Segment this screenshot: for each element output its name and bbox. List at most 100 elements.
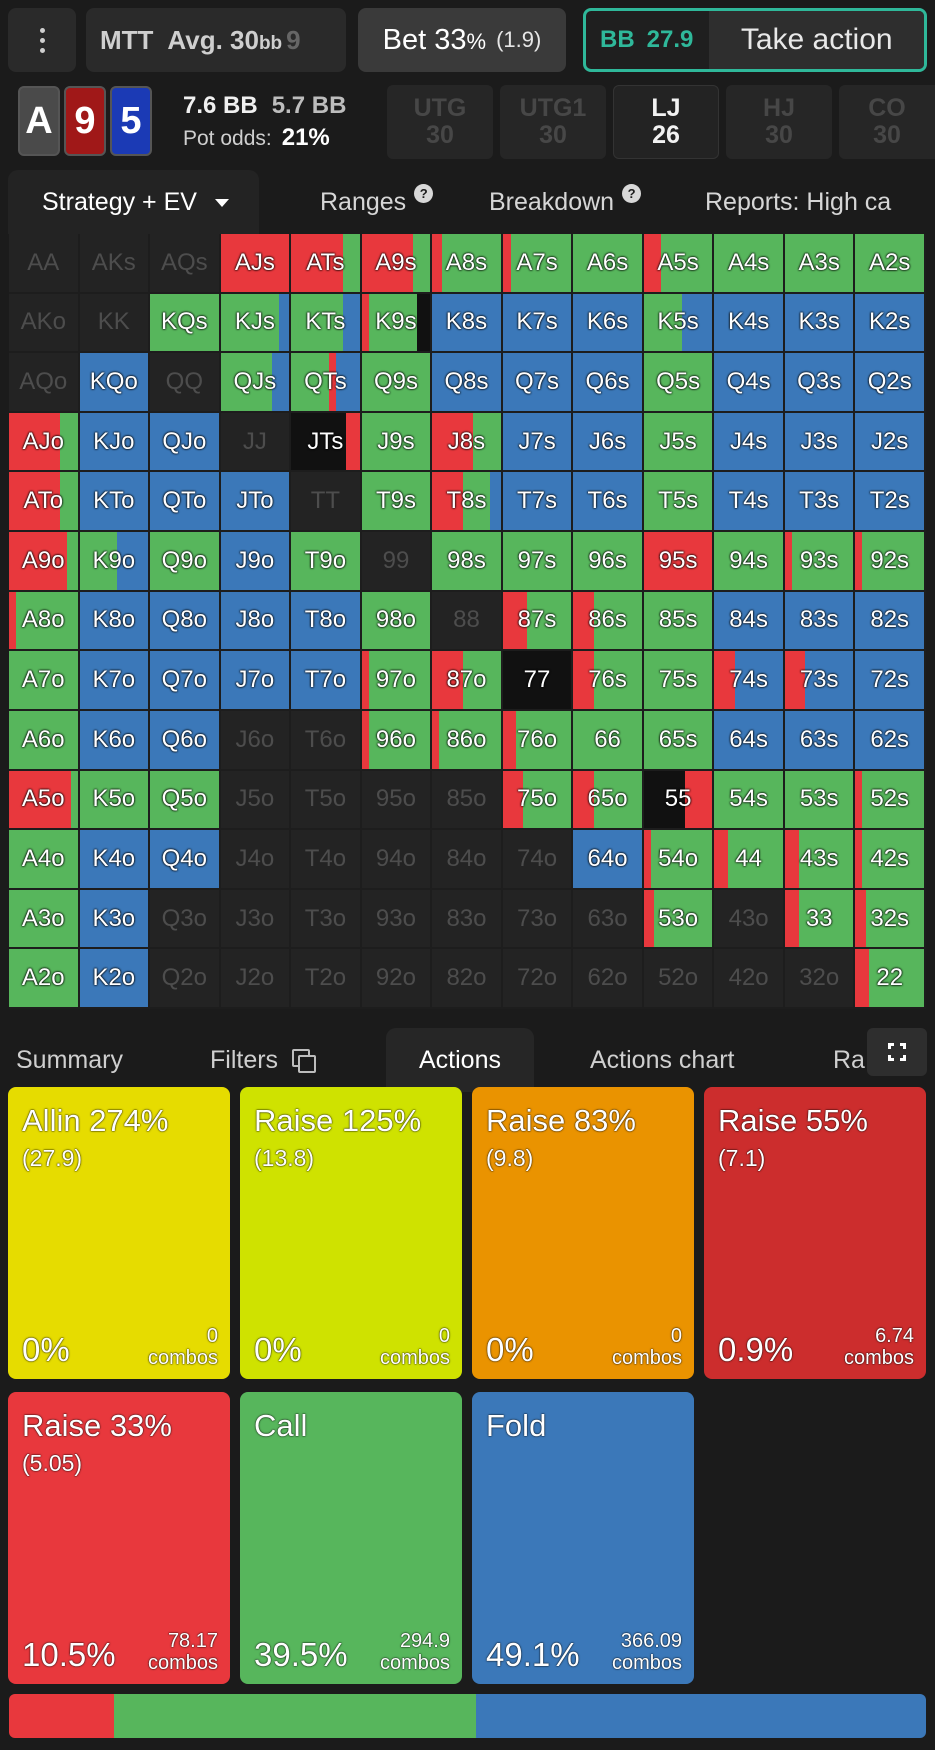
hand-cell-32o[interactable]: 32o [784, 949, 854, 1007]
hand-cell-t8o[interactable]: T8o [291, 591, 360, 650]
hand-cell-qjs[interactable]: QJs [220, 353, 290, 411]
tab-summary[interactable]: Summary [16, 1045, 123, 1074]
hand-cell-a4s[interactable]: A4s [714, 234, 783, 292]
action-card-raise-55[interactable]: Raise 55% (7.1) 0.9% 6.74 combos [704, 1087, 926, 1379]
help-icon[interactable]: ? [414, 183, 434, 203]
tab-ranges-bottom[interactable]: Ra [833, 1045, 865, 1074]
hand-cell-k7s[interactable]: K7s [502, 293, 572, 352]
hand-cell-86s[interactable]: 86s [573, 591, 642, 650]
hand-cell-aks[interactable]: AKs [79, 234, 149, 292]
hand-cell-q4s[interactable]: Q4s [714, 353, 783, 411]
hand-cell-k6o[interactable]: K6o [79, 710, 149, 769]
hand-cell-87s[interactable]: 87s [502, 591, 572, 650]
hand-cell-96o[interactable]: 96o [361, 710, 431, 769]
menu-button[interactable] [8, 8, 76, 72]
hand-cell-96s[interactable]: 96s [573, 532, 642, 590]
hand-cell-k6s[interactable]: K6s [573, 293, 642, 352]
hand-cell-aqs[interactable]: AQs [150, 234, 219, 292]
hand-cell-t6o[interactable]: T6o [291, 710, 360, 769]
hand-cell-a2o[interactable]: A2o [9, 949, 78, 1007]
hand-cell-92s[interactable]: 92s [855, 532, 924, 590]
hand-cell-j9o[interactable]: J9o [220, 532, 290, 590]
hand-cell-43s[interactable]: 43s [784, 830, 854, 888]
hand-cell-k8o[interactable]: K8o [79, 591, 149, 650]
hand-cell-72s[interactable]: 72s [855, 651, 924, 709]
hand-cell-k9o[interactable]: K9o [79, 532, 149, 590]
hand-cell-73o[interactable]: 73o [502, 889, 572, 948]
hand-cell-q7o[interactable]: Q7o [150, 651, 219, 709]
hand-cell-43o[interactable]: 43o [714, 889, 783, 948]
hand-cell-62o[interactable]: 62o [573, 949, 642, 1007]
hand-cell-q2s[interactable]: Q2s [855, 353, 924, 411]
action-card-raise-83[interactable]: Raise 83% (9.8) 0% 0 combos [472, 1087, 694, 1379]
take-action-panel[interactable]: BB 27.9 Take action [583, 8, 927, 72]
hand-cell-j7o[interactable]: J7o [220, 651, 290, 709]
hand-cell-q5o[interactable]: Q5o [150, 770, 219, 829]
hand-cell-k3o[interactable]: K3o [79, 889, 149, 948]
hand-cell-qq[interactable]: QQ [150, 353, 219, 411]
hand-cell-a7o[interactable]: A7o [9, 651, 78, 709]
hand-cell-99[interactable]: 99 [361, 532, 431, 590]
tab-breakdown[interactable]: Breakdown? [489, 170, 642, 234]
hand-cell-kk[interactable]: KK [79, 293, 149, 352]
tab-ranges[interactable]: Ranges? [320, 170, 434, 234]
hand-cell-53s[interactable]: 53s [784, 770, 854, 829]
hand-cell-j5s[interactable]: J5s [643, 412, 713, 471]
hand-cell-66[interactable]: 66 [573, 710, 642, 769]
hand-cell-87o[interactable]: 87o [432, 651, 501, 709]
hand-cell-q9s[interactable]: Q9s [361, 353, 431, 411]
hand-cell-t9s[interactable]: T9s [361, 472, 431, 531]
hand-cell-j8s[interactable]: J8s [432, 412, 501, 471]
hand-cell-aa[interactable]: AA [9, 234, 78, 292]
hand-cell-q8o[interactable]: Q8o [150, 591, 219, 650]
hand-cell-t4o[interactable]: T4o [291, 830, 360, 888]
hand-cell-qto[interactable]: QTo [150, 472, 219, 531]
position-utg1[interactable]: UTG1 30 [500, 85, 606, 159]
hand-cell-t7s[interactable]: T7s [502, 472, 572, 531]
hand-cell-q4o[interactable]: Q4o [150, 830, 219, 888]
action-card-fold[interactable]: Fold 49.1% 366.09 combos [472, 1392, 694, 1684]
hand-cell-84s[interactable]: 84s [714, 591, 783, 650]
hand-cell-83s[interactable]: 83s [784, 591, 854, 650]
hand-cell-k7o[interactable]: K7o [79, 651, 149, 709]
hand-cell-ako[interactable]: AKo [9, 293, 78, 352]
action-card-raise-125[interactable]: Raise 125% (13.8) 0% 0 combos [240, 1087, 462, 1379]
hand-cell-k8s[interactable]: K8s [432, 293, 501, 352]
hand-cell-74o[interactable]: 74o [502, 830, 572, 888]
hand-cell-jto[interactable]: JTo [220, 472, 290, 531]
hand-cell-t2o[interactable]: T2o [291, 949, 360, 1007]
hand-cell-76s[interactable]: 76s [573, 651, 642, 709]
hand-cell-j2s[interactable]: J2s [855, 412, 924, 471]
hand-cell-tt[interactable]: TT [291, 472, 360, 531]
hand-cell-22[interactable]: 22 [855, 949, 924, 1007]
hand-cell-63o[interactable]: 63o [573, 889, 642, 948]
hand-cell-ajs[interactable]: AJs [220, 234, 290, 292]
hand-cell-j6s[interactable]: J6s [573, 412, 642, 471]
expand-button[interactable] [867, 1028, 927, 1076]
hand-cell-64o[interactable]: 64o [573, 830, 642, 888]
hand-cell-95s[interactable]: 95s [643, 532, 713, 590]
hand-cell-83o[interactable]: 83o [432, 889, 501, 948]
action-card-raise-33[interactable]: Raise 33% (5.05) 10.5% 78.17 combos [8, 1392, 230, 1684]
hand-cell-98o[interactable]: 98o [361, 591, 431, 650]
game-info-button[interactable]: MTT Avg. 30bb 9 [86, 8, 346, 72]
hand-cell-97s[interactable]: 97s [502, 532, 572, 590]
hand-cell-k9s[interactable]: K9s [361, 293, 431, 352]
hand-cell-72o[interactable]: 72o [502, 949, 572, 1007]
hand-cell-a3s[interactable]: A3s [784, 234, 854, 292]
hand-cell-53o[interactable]: 53o [643, 889, 713, 948]
hand-cell-a5o[interactable]: A5o [9, 770, 78, 829]
hand-cell-98s[interactable]: 98s [432, 532, 501, 590]
hand-cell-65s[interactable]: 65s [643, 710, 713, 769]
action-card-allin-274[interactable]: Allin 274% (27.9) 0% 0 combos [8, 1087, 230, 1379]
hand-cell-75o[interactable]: 75o [502, 770, 572, 829]
hand-cell-kto[interactable]: KTo [79, 472, 149, 531]
tab-strategy-ev[interactable]: Strategy + EV [8, 170, 259, 234]
hand-cell-t5s[interactable]: T5s [643, 472, 713, 531]
hand-cell-q3s[interactable]: Q3s [784, 353, 854, 411]
hand-cell-33[interactable]: 33 [784, 889, 854, 948]
hand-cell-86o[interactable]: 86o [432, 710, 501, 769]
hand-cell-k2s[interactable]: K2s [855, 293, 924, 352]
hand-cell-q9o[interactable]: Q9o [150, 532, 219, 590]
hand-cell-k5o[interactable]: K5o [79, 770, 149, 829]
